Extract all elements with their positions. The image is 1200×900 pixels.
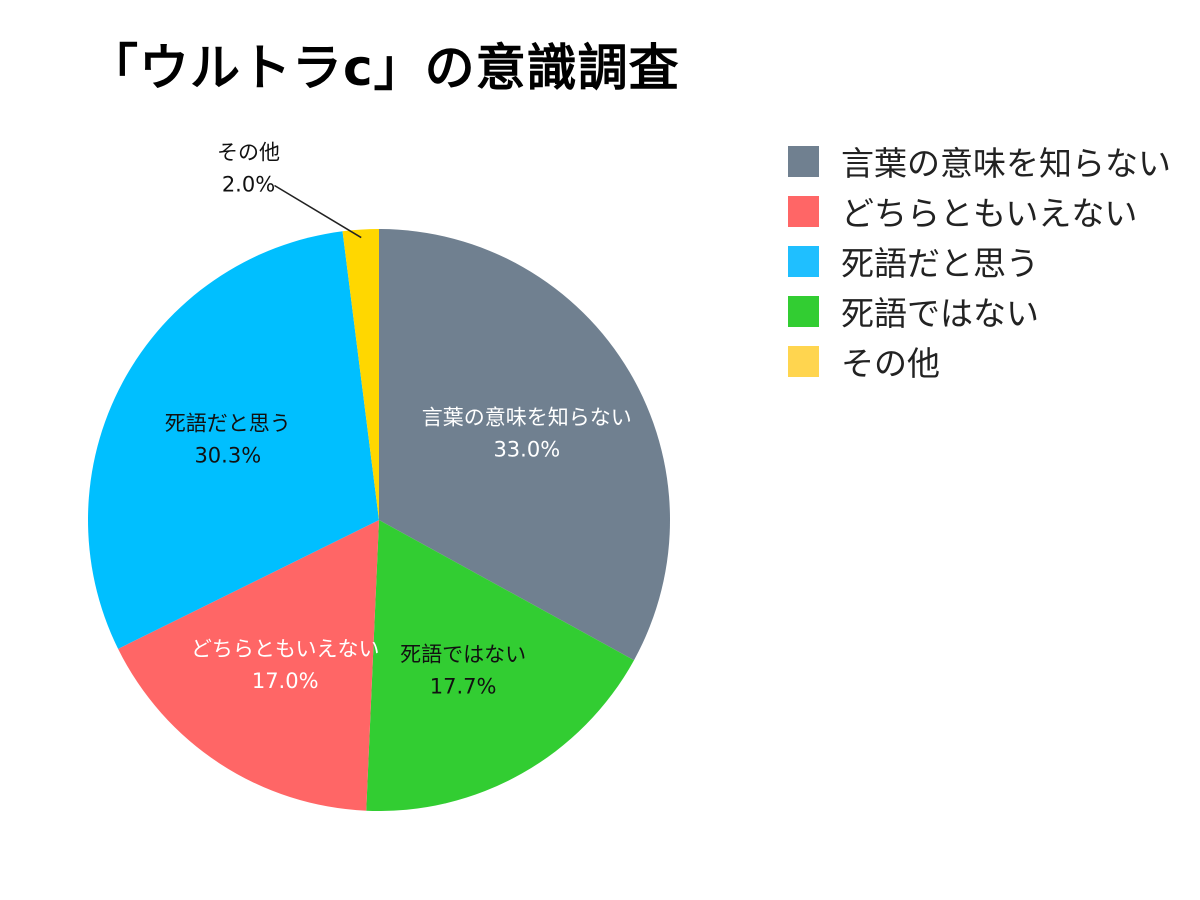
legend-item: 死語ではない (788, 286, 1171, 336)
slice-value-label: 17.7% (430, 675, 497, 699)
slice-label: 死語だと思う (165, 412, 291, 436)
slice-value-label: 2.0% (222, 173, 275, 197)
slice-label: どちらともいえない (191, 637, 380, 661)
slice-value-label: 33.0% (493, 438, 560, 462)
legend-swatch (788, 145, 819, 177)
legend-swatch (788, 245, 819, 277)
legend-swatch (788, 195, 819, 227)
pie-slice-5 (342, 229, 379, 520)
legend-label: 言葉の意味を知らない (841, 144, 1171, 183)
legend-item: どちらともいえない (788, 186, 1171, 236)
slice-value-label: 17.0% (252, 669, 319, 693)
legend-label: 死語だと思う (841, 244, 1039, 283)
leader-line (274, 184, 362, 239)
legend-label: その他 (841, 344, 940, 383)
legend-swatch (788, 345, 819, 377)
legend-label: 死語ではない (841, 294, 1039, 333)
chart-title: 「ウルトラc」の意識調査 (88, 39, 680, 97)
slice-label: 言葉の意味を知らない (422, 406, 632, 430)
slice-label: 死語ではない (400, 643, 526, 667)
pie-slice-4 (88, 231, 379, 649)
legend-swatch (788, 295, 819, 327)
legend-label: どちらともいえない (841, 194, 1138, 233)
legend-item: 言葉の意味を知らない (788, 136, 1171, 186)
chart-legend: 言葉の意味を知らない どちらともいえない 死語だと思う 死語ではない その他 (788, 136, 1171, 386)
legend-item: 死語だと思う (788, 236, 1171, 286)
slice-value-label: 30.3% (194, 444, 261, 468)
legend-item: その他 (788, 336, 1171, 386)
pie-slice-3 (118, 520, 379, 811)
pie-slice-1 (379, 229, 671, 661)
pie-slice-2 (366, 520, 635, 812)
slice-label: その他 (217, 141, 280, 165)
